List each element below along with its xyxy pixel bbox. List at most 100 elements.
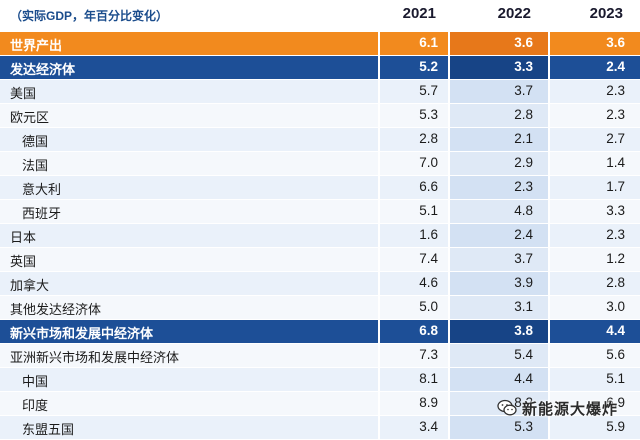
row-label: 亚洲新兴市场和发展中经济体 <box>10 350 180 365</box>
gdp-table: 世界产出 6.1 3.6 3.6 发达经济体 5.2 3.3 2.4 美国 5.7 3.7 2.3 欧元… <box>0 32 640 440</box>
row-label: 印度 <box>22 398 49 413</box>
row-label: 西班牙 <box>22 206 62 221</box>
value-2022: 3.8 <box>514 323 533 338</box>
unit-note: （实际GDP，年百分比变化） <box>10 9 169 23</box>
table-row: 德国 2.8 2.1 2.7 <box>0 128 640 152</box>
row-label: 其他发达经济体 <box>10 302 102 317</box>
cell-background <box>550 152 640 175</box>
table-row: 中国 8.1 4.4 5.1 <box>0 368 640 392</box>
row-label: 法国 <box>22 158 49 173</box>
row-label: 发达经济体 <box>10 62 76 77</box>
cell-background <box>450 80 548 103</box>
value-2022: 5.4 <box>514 347 533 362</box>
cell-background <box>450 320 548 343</box>
cell-background <box>550 80 640 103</box>
value-2021: 8.1 <box>419 371 438 386</box>
value-2023: 3.3 <box>606 203 625 218</box>
table-row: 法国 7.0 2.9 1.4 <box>0 152 640 176</box>
value-2022: 8.2 <box>514 395 533 410</box>
cell-background <box>450 176 548 199</box>
cell-background <box>380 200 448 223</box>
cell-background <box>550 416 640 439</box>
value-2023: 2.3 <box>606 107 625 122</box>
cell-background <box>0 272 378 295</box>
watermark: 新能源大爆炸 <box>497 396 618 420</box>
table-row: 发达经济体 5.2 3.3 2.4 <box>0 56 640 80</box>
table-row: 英国 7.4 3.7 1.2 <box>0 248 640 272</box>
value-2022: 4.4 <box>514 371 533 386</box>
table-row: 西班牙 5.1 4.8 3.3 <box>0 200 640 224</box>
value-2022: 3.6 <box>514 35 533 50</box>
cell-background <box>450 128 548 151</box>
cell-background <box>450 368 548 391</box>
value-2021: 3.4 <box>419 419 438 434</box>
cell-background <box>0 392 378 415</box>
row-label: 中国 <box>22 374 49 389</box>
cell-background <box>0 368 378 391</box>
row-label: 英国 <box>10 254 37 269</box>
value-2021: 8.9 <box>419 395 438 410</box>
table-row: 欧元区 5.3 2.8 2.3 <box>0 104 640 128</box>
cell-background <box>450 272 548 295</box>
table-row: 其他发达经济体 5.0 3.1 3.0 <box>0 296 640 320</box>
cell-background <box>0 104 378 127</box>
cell-background <box>550 272 640 295</box>
value-2022: 3.9 <box>514 275 533 290</box>
cell-background <box>450 224 548 247</box>
value-2022: 2.8 <box>514 107 533 122</box>
cell-background <box>450 56 548 79</box>
cell-background <box>0 56 378 79</box>
cell-background <box>450 152 548 175</box>
year-2022-header: 2022 <box>497 5 531 22</box>
value-2023: 3.0 <box>606 299 625 314</box>
cell-background <box>0 248 378 271</box>
value-2023: 1.4 <box>606 155 625 170</box>
value-2021: 1.6 <box>419 227 438 242</box>
cell-background <box>550 104 640 127</box>
cell-background <box>550 368 640 391</box>
value-2023: 5.1 <box>606 371 625 386</box>
value-2023: 2.7 <box>606 131 625 146</box>
table-row: 意大利 6.6 2.3 1.7 <box>0 176 640 200</box>
cell-background <box>450 200 548 223</box>
table-header: （实际GDP，年百分比变化） 2021 2022 2023 <box>0 0 640 32</box>
cell-background <box>380 416 448 439</box>
value-2022: 2.1 <box>514 131 533 146</box>
value-2022: 3.7 <box>514 83 533 98</box>
value-2021: 7.0 <box>419 155 438 170</box>
value-2022: 3.7 <box>514 251 533 266</box>
table-row: 日本 1.6 2.4 2.3 <box>0 224 640 248</box>
value-2022: 3.3 <box>514 59 533 74</box>
row-label: 加拿大 <box>10 278 50 293</box>
cell-background <box>380 344 448 367</box>
cell-background <box>380 152 448 175</box>
cell-background <box>380 104 448 127</box>
row-label: 美国 <box>10 86 37 101</box>
year-2021-header: 2021 <box>402 5 436 22</box>
cell-background <box>550 344 640 367</box>
value-2022: 2.4 <box>514 227 533 242</box>
cell-background <box>0 176 378 199</box>
cell-background <box>380 320 448 343</box>
value-2023: 1.2 <box>606 251 625 266</box>
value-2021: 5.0 <box>419 299 438 314</box>
cell-background <box>380 248 448 271</box>
cell-background <box>380 296 448 319</box>
cell-background <box>550 32 640 55</box>
cell-background <box>0 344 378 367</box>
cell-background <box>0 32 378 55</box>
table-row: 印度 8.9 8.2 6.9 <box>0 392 640 416</box>
cell-background <box>450 104 548 127</box>
value-2022: 4.8 <box>514 203 533 218</box>
value-2022: 3.1 <box>514 299 533 314</box>
value-2021: 4.6 <box>419 275 438 290</box>
row-label: 意大利 <box>22 182 62 197</box>
value-2023: 5.6 <box>606 347 625 362</box>
row-label: 世界产出 <box>10 38 63 53</box>
value-2021: 6.8 <box>419 323 438 338</box>
cell-background <box>550 176 640 199</box>
row-label: 德国 <box>22 134 49 149</box>
value-2021: 6.1 <box>419 35 438 50</box>
cell-background <box>450 296 548 319</box>
table-row: 加拿大 4.6 3.9 2.8 <box>0 272 640 296</box>
